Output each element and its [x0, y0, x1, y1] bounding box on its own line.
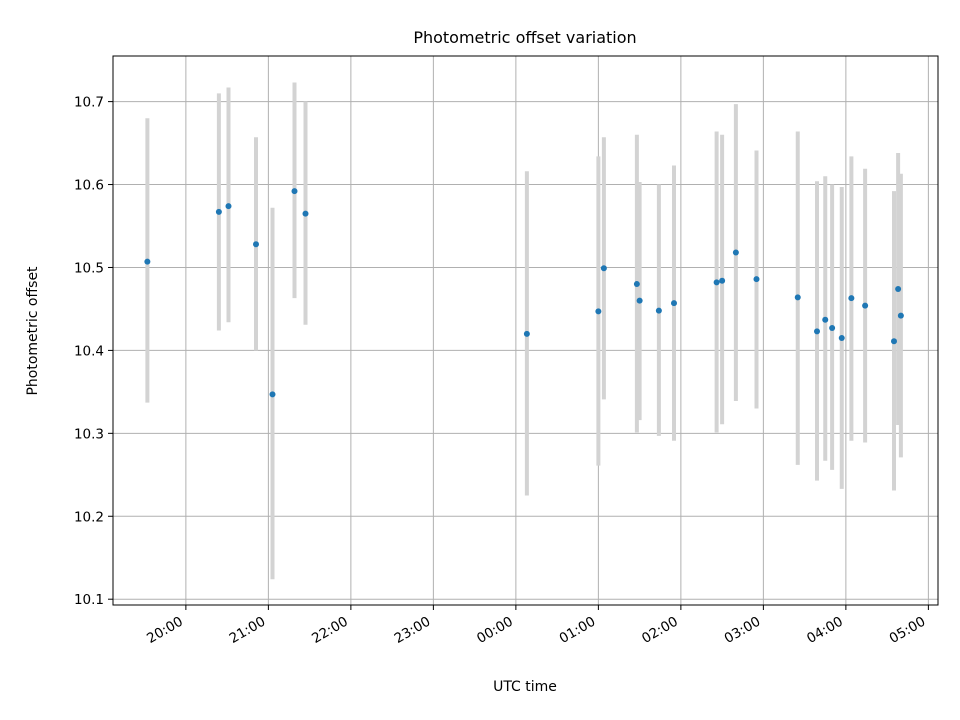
data-point — [822, 316, 829, 323]
data-point — [713, 279, 720, 286]
data-point — [814, 328, 820, 335]
x-axis-label: UTC time — [493, 679, 557, 695]
x-tick-label: 02:00 — [639, 614, 681, 647]
data-point — [523, 330, 530, 337]
data-point — [671, 300, 677, 307]
x-tick-label: 21:00 — [227, 614, 269, 647]
chart-title: Photometric offset variation — [413, 28, 636, 47]
data-point — [633, 281, 640, 288]
data-point — [655, 307, 662, 314]
data-point — [794, 294, 801, 301]
y-tick-label: 10.7 — [74, 95, 104, 111]
plot-frame — [112, 55, 939, 606]
data-point — [144, 258, 151, 265]
y-tick-label: 10.6 — [74, 178, 104, 194]
data-point — [600, 265, 607, 272]
data-point — [302, 210, 309, 217]
data-point — [215, 208, 222, 215]
data-point — [225, 203, 232, 210]
data-point — [269, 391, 276, 398]
data-point — [848, 295, 855, 302]
x-tick-label: 05:00 — [887, 614, 929, 647]
y-axis-ticks: 10.1 10.2 10.3 10.4 10.5 10.6 10.7 — [74, 95, 113, 608]
x-tick-label: 22:00 — [309, 614, 351, 647]
y-tick-label: 10.3 — [74, 426, 104, 442]
x-tick-label: 20:00 — [144, 614, 186, 647]
data-point — [732, 249, 739, 256]
data-point — [838, 334, 845, 341]
data-point — [829, 325, 836, 332]
error-bars — [145, 82, 903, 580]
data-point — [753, 276, 760, 283]
data-points — [144, 188, 904, 398]
data-point — [291, 188, 298, 195]
data-point — [862, 302, 869, 309]
y-tick-label: 10.5 — [74, 260, 104, 276]
data-point — [595, 308, 602, 315]
y-tick-label: 10.1 — [74, 592, 104, 608]
x-tick-label: 04:00 — [804, 614, 846, 647]
data-point — [719, 277, 726, 284]
data-point — [897, 312, 904, 319]
x-tick-label: 01:00 — [557, 614, 599, 647]
x-tick-label: 03:00 — [722, 614, 764, 647]
data-point — [253, 241, 259, 248]
data-point — [895, 286, 902, 293]
data-point — [636, 297, 643, 304]
y-tick-label: 10.2 — [74, 509, 104, 525]
x-axis-ticks: 20:00 21:00 22:00 23:00 00:00 01:00 02:00 03:00… — [144, 605, 929, 647]
data-point — [891, 338, 897, 345]
y-tick-label: 10.4 — [74, 343, 104, 359]
y-axis-label: Photometric offset — [25, 266, 41, 396]
x-tick-label: 00:00 — [474, 614, 516, 647]
x-tick-label: 23:00 — [392, 614, 434, 647]
